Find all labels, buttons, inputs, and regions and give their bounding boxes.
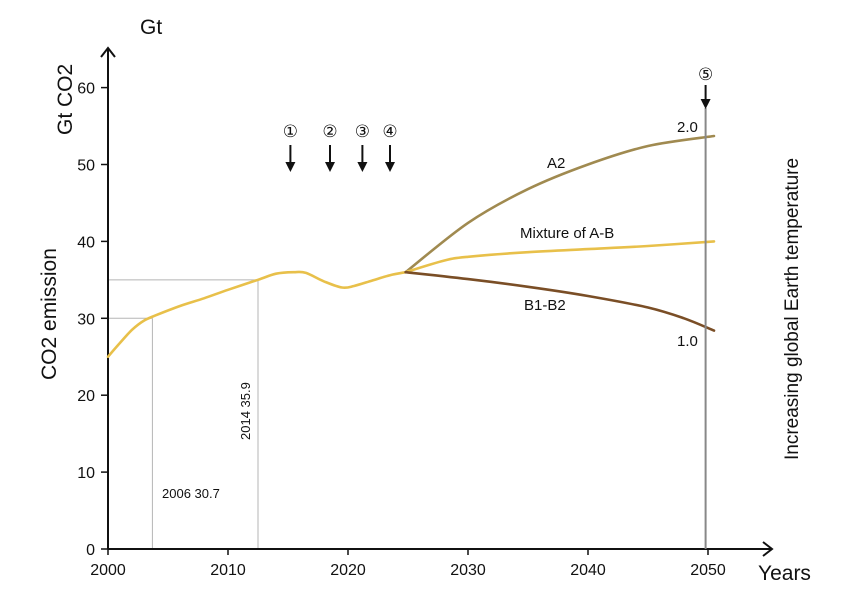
y-tick-label: 20 — [77, 388, 95, 405]
series-label-a2: A2 — [547, 155, 565, 172]
y-tick-label: 0 — [86, 542, 95, 559]
x-tick-label: 2020 — [330, 562, 366, 579]
x-axis-title: Years — [758, 562, 811, 585]
x-tick-label: 2000 — [90, 562, 126, 579]
x-tick-label: 2040 — [570, 562, 606, 579]
series-label-mixture: Mixture of A-B — [520, 225, 614, 242]
guide-lines — [108, 279, 259, 549]
guide-label-2006: 2006 30.7 — [162, 486, 220, 501]
series-line-a2 — [404, 134, 716, 274]
event-marker-label: ⑤ — [698, 65, 713, 85]
event-marker-label: ③ — [355, 122, 370, 142]
right-axis-title: Increasing global Earth temperature — [782, 158, 803, 460]
x-ticks: 2000 2010 2020 2030 2040 2050 — [90, 549, 726, 579]
x-tick-label: 2050 — [690, 562, 726, 579]
y-ticks: 0 10 20 30 40 50 60 — [77, 81, 108, 559]
guide-label-2014: 2014 35.9 — [238, 382, 253, 440]
temp-high-label: 2.0 — [677, 119, 698, 136]
series-line-mixture — [404, 240, 716, 274]
y-axis-arrowhead — [100, 46, 116, 58]
y-tick-label: 30 — [77, 311, 95, 328]
y-unit-label: Gt — [140, 16, 162, 39]
temp-low-label: 1.0 — [677, 333, 698, 350]
series-lines — [106, 134, 716, 359]
y-tick-label: 50 — [77, 158, 95, 175]
x-tick-label: 2030 — [450, 562, 486, 579]
y-tick-label: 10 — [77, 465, 95, 482]
series-line-historical — [106, 270, 407, 359]
y-axis-unit-title: Gt CO2 — [54, 64, 77, 135]
y-tick-label: 60 — [77, 81, 95, 98]
event-marker-label: ① — [283, 122, 298, 142]
event-marker-label: ④ — [382, 122, 397, 142]
y-tick-label: 40 — [77, 234, 95, 251]
x-axis-arrowhead — [762, 541, 774, 557]
event-markers: ① ② ③ ④ ⑤ — [283, 65, 713, 549]
series-line-b1b2 — [404, 270, 716, 332]
y-axis-title: CO2 emission — [38, 248, 61, 380]
x-tick-label: 2010 — [210, 562, 246, 579]
series-label-b1b2: B1-B2 — [524, 297, 566, 314]
event-marker-label: ② — [322, 122, 337, 142]
